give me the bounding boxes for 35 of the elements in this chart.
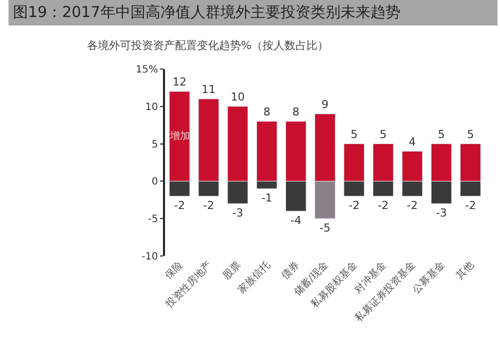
data-label: 5 [380, 128, 387, 141]
data-label: -2 [203, 199, 214, 212]
y-tick-label: 0 [152, 176, 158, 188]
data-label: -2 [406, 199, 418, 212]
y-tick-label: 10 [145, 102, 158, 113]
x-tick-label: 股票 [221, 260, 244, 282]
data-label: 5 [350, 128, 358, 141]
data-label: 11 [202, 82, 216, 96]
data-label: 10 [230, 90, 245, 104]
data-label: -5 [320, 222, 330, 235]
series-label: 增加 [169, 130, 190, 142]
data-label: -2 [464, 199, 476, 212]
y-tick-label: 15% [136, 64, 158, 76]
data-label: -2 [348, 199, 360, 212]
data-label: 4 [408, 135, 416, 148]
data-label: 5 [438, 128, 445, 141]
data-label: -4 [290, 214, 302, 228]
data-label: -2 [378, 199, 389, 212]
data-label: 12 [172, 75, 187, 88]
data-label: -2 [174, 199, 186, 212]
data-label: -3 [232, 206, 244, 220]
data-label: 9 [322, 98, 328, 111]
x-tick-label: 债券 [278, 259, 302, 282]
chart-title: 图19：2017年中国高净值人群境外主要投资类别未来趋势 [13, 3, 400, 21]
data-label: 8 [263, 105, 270, 118]
x-tick-label: 保险 [162, 259, 186, 282]
data-label: -3 [436, 206, 447, 220]
chart-subtitle: 各境外可投资资产配置变化趋势%（按人数占比） [87, 39, 328, 52]
y-tick-label: -10 [142, 252, 158, 262]
data-label: 8 [292, 105, 300, 118]
y-tick-label: 5 [152, 139, 158, 150]
data-label: 5 [466, 128, 474, 141]
data-label: -1 [261, 192, 272, 205]
x-tick-label: 其他 [453, 259, 476, 282]
y-tick-label: -5 [148, 214, 158, 226]
